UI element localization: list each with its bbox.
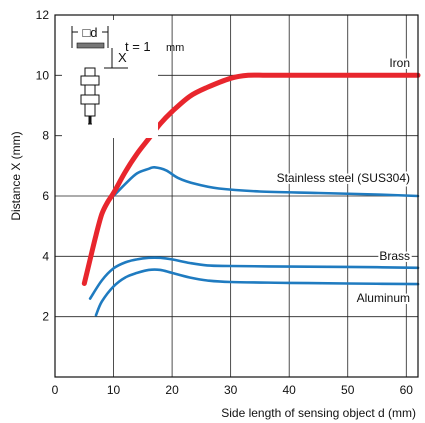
thickness-unit: mm [166, 42, 184, 54]
thickness-label: t = 1 [125, 39, 151, 54]
x-tick-label: 20 [165, 383, 179, 397]
series-line-aluminum [94, 268, 420, 317]
x-tick-label: 40 [283, 383, 297, 397]
series-label-stainless-steel-sus304: Stainless steel (SUS304) [277, 171, 410, 185]
sensing-object-icon [76, 42, 105, 49]
series-labels: Iron Stainless steel (SUS304) Brass Aluminu… [275, 54, 412, 307]
y-tick-label: 2 [42, 310, 49, 324]
series-label-brass: Brass [379, 249, 410, 263]
series-label-aluminum: Aluminum [357, 291, 410, 305]
proximity-sensor-icon [80, 67, 100, 125]
series-layer [81, 72, 421, 317]
x-tick-label: 10 [107, 383, 121, 397]
y-tick-label: 8 [42, 129, 49, 143]
tick-labels: 0 10 20 30 40 50 60 2 4 6 8 10 12 [36, 8, 414, 397]
x-tick-label: 30 [224, 383, 238, 397]
x-tick-label: 0 [52, 383, 59, 397]
inset-background [62, 20, 158, 138]
y-axis-label: Distance X (mm) [9, 131, 23, 220]
x-axis-label: Side length of sensing object d (mm) [221, 406, 416, 420]
x-tick-label: 60 [400, 383, 414, 397]
series-line-brass [88, 256, 420, 300]
y-tick-label: 12 [36, 8, 50, 22]
series-line-stainless-steel-sus304 [112, 165, 420, 198]
y-tick-label: 4 [42, 249, 49, 263]
plot-frame [54, 14, 419, 378]
sensor-setup-diagram: □d X t = 1 mm [62, 20, 184, 138]
x-tick-label: 50 [341, 383, 355, 397]
series-line-iron [81, 72, 421, 286]
series-label-iron: Iron [389, 56, 410, 70]
y-tick-label: 6 [42, 189, 49, 203]
square-d-label: □d [82, 25, 97, 40]
x-label: X [118, 50, 127, 65]
y-tick-label: 10 [36, 68, 50, 82]
